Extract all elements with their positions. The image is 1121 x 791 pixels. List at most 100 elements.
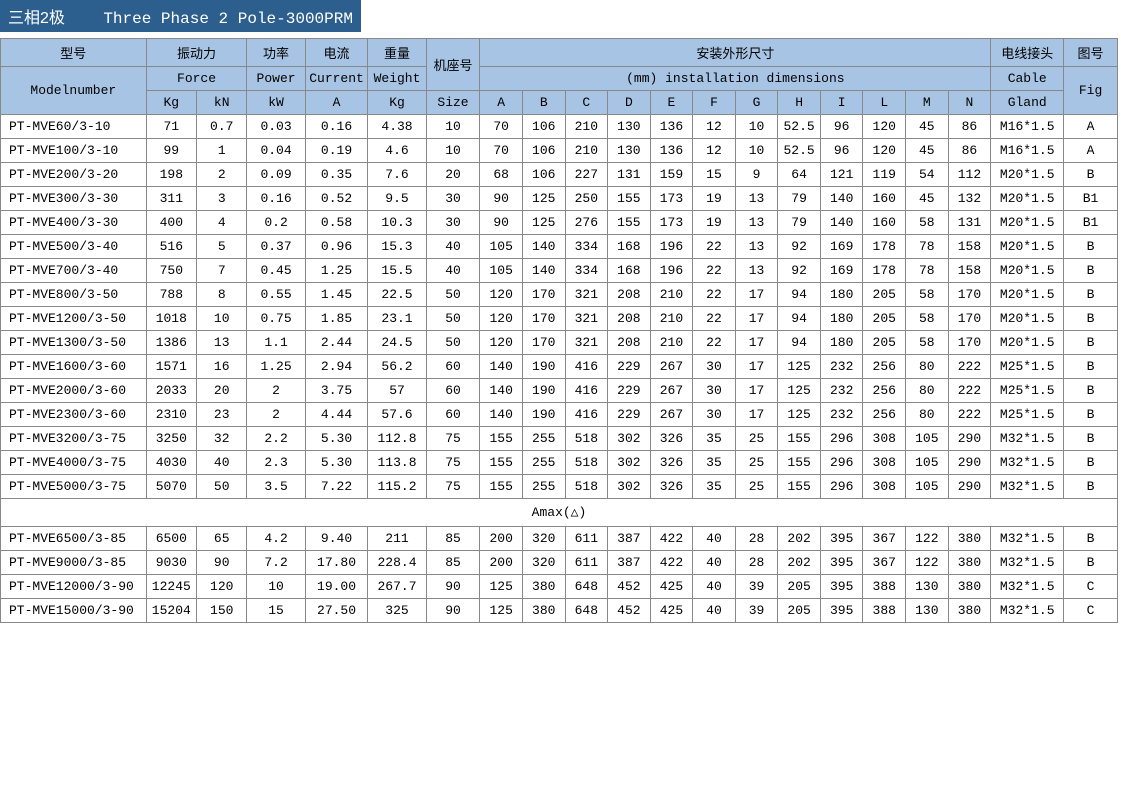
- cell-model: PT-MVE800/3-50: [1, 283, 147, 307]
- cell-D: 229: [608, 403, 651, 427]
- cell-N: 290: [948, 451, 991, 475]
- cell-D: 452: [608, 575, 651, 599]
- cell-wt: 228.4: [368, 551, 426, 575]
- cell-kw: 7.2: [247, 551, 305, 575]
- cell-G: 17: [735, 379, 778, 403]
- cell-L: 178: [863, 235, 906, 259]
- cell-H: 205: [778, 599, 821, 623]
- cell-size: 60: [426, 379, 480, 403]
- cell-H: 92: [778, 259, 821, 283]
- cell-kg: 3250: [146, 427, 196, 451]
- cell-kg: 2033: [146, 379, 196, 403]
- cell-kw: 0.37: [247, 235, 305, 259]
- cell-E: 326: [650, 475, 693, 499]
- cell-a: 17.80: [305, 551, 368, 575]
- cell-cable: M25*1.5: [991, 379, 1064, 403]
- hdr-model-cn: 型号: [1, 39, 147, 67]
- cell-wt: 325: [368, 599, 426, 623]
- cell-F: 30: [693, 379, 736, 403]
- cell-kw: 2: [247, 403, 305, 427]
- cell-wt: 22.5: [368, 283, 426, 307]
- separator-row: Amax(△): [1, 499, 1118, 527]
- cell-C: 518: [565, 475, 608, 499]
- cell-M: 58: [906, 307, 949, 331]
- cell-I: 395: [820, 527, 863, 551]
- cell-E: 210: [650, 307, 693, 331]
- cell-C: 227: [565, 163, 608, 187]
- cell-E: 425: [650, 599, 693, 623]
- cell-kw: 2.3: [247, 451, 305, 475]
- cell-a: 2.44: [305, 331, 368, 355]
- cell-N: 158: [948, 235, 991, 259]
- cell-kw: 2.2: [247, 427, 305, 451]
- cell-L: 388: [863, 599, 906, 623]
- cell-A: 200: [480, 551, 523, 575]
- cell-kw: 3.5: [247, 475, 305, 499]
- cell-B: 255: [522, 427, 565, 451]
- cell-kn: 13: [197, 331, 247, 355]
- cell-I: 232: [820, 355, 863, 379]
- cell-H: 202: [778, 527, 821, 551]
- hdr-force-en: Force: [146, 67, 247, 91]
- hdr-force-cn: 振动力: [146, 39, 247, 67]
- cell-L: 120: [863, 115, 906, 139]
- cell-C: 518: [565, 427, 608, 451]
- cell-C: 416: [565, 403, 608, 427]
- cell-model: PT-MVE1300/3-50: [1, 331, 147, 355]
- cell-model: PT-MVE2300/3-60: [1, 403, 147, 427]
- cell-C: 611: [565, 527, 608, 551]
- cell-model: PT-MVE300/3-30: [1, 187, 147, 211]
- cell-D: 302: [608, 451, 651, 475]
- cell-a: 3.75: [305, 379, 368, 403]
- cell-N: 290: [948, 475, 991, 499]
- cell-fig: B: [1064, 379, 1118, 403]
- cell-a: 0.52: [305, 187, 368, 211]
- cell-B: 190: [522, 355, 565, 379]
- cell-F: 40: [693, 599, 736, 623]
- cell-kn: 32: [197, 427, 247, 451]
- cell-B: 380: [522, 599, 565, 623]
- cell-a: 5.30: [305, 427, 368, 451]
- cell-M: 80: [906, 379, 949, 403]
- cell-D: 229: [608, 379, 651, 403]
- cell-L: 119: [863, 163, 906, 187]
- cell-L: 308: [863, 475, 906, 499]
- cell-D: 452: [608, 599, 651, 623]
- cell-G: 39: [735, 575, 778, 599]
- cell-model: PT-MVE400/3-30: [1, 211, 147, 235]
- cell-B: 320: [522, 551, 565, 575]
- cell-kg: 1386: [146, 331, 196, 355]
- cell-H: 94: [778, 307, 821, 331]
- cell-B: 255: [522, 475, 565, 499]
- cell-kn: 8: [197, 283, 247, 307]
- cell-F: 19: [693, 211, 736, 235]
- cell-kw: 0.75: [247, 307, 305, 331]
- cell-fig: B1: [1064, 187, 1118, 211]
- cell-A: 105: [480, 259, 523, 283]
- cell-cable: M25*1.5: [991, 403, 1064, 427]
- cell-G: 17: [735, 283, 778, 307]
- cell-F: 40: [693, 551, 736, 575]
- hdr-power-en: Power: [247, 67, 305, 91]
- cell-B: 140: [522, 259, 565, 283]
- cell-kg: 2310: [146, 403, 196, 427]
- cell-model: PT-MVE2000/3-60: [1, 379, 147, 403]
- cell-size: 20: [426, 163, 480, 187]
- cell-cable: M25*1.5: [991, 355, 1064, 379]
- cell-a: 19.00: [305, 575, 368, 599]
- table-row: PT-MVE2000/3-6020332023.7557601401904162…: [1, 379, 1118, 403]
- cell-kw: 1.25: [247, 355, 305, 379]
- cell-cable: M32*1.5: [991, 427, 1064, 451]
- cell-M: 45: [906, 139, 949, 163]
- cell-A: 155: [480, 451, 523, 475]
- cell-H: 79: [778, 187, 821, 211]
- cell-B: 170: [522, 331, 565, 355]
- hdr-dim-A: A: [480, 91, 523, 115]
- cell-kw: 0.16: [247, 187, 305, 211]
- cell-kg: 516: [146, 235, 196, 259]
- cell-H: 94: [778, 331, 821, 355]
- cell-B: 170: [522, 283, 565, 307]
- separator-cell: Amax(△): [1, 499, 1118, 527]
- table-body: PT-MVE60/3-10710.70.030.164.381070106210…: [1, 115, 1118, 623]
- cell-L: 205: [863, 331, 906, 355]
